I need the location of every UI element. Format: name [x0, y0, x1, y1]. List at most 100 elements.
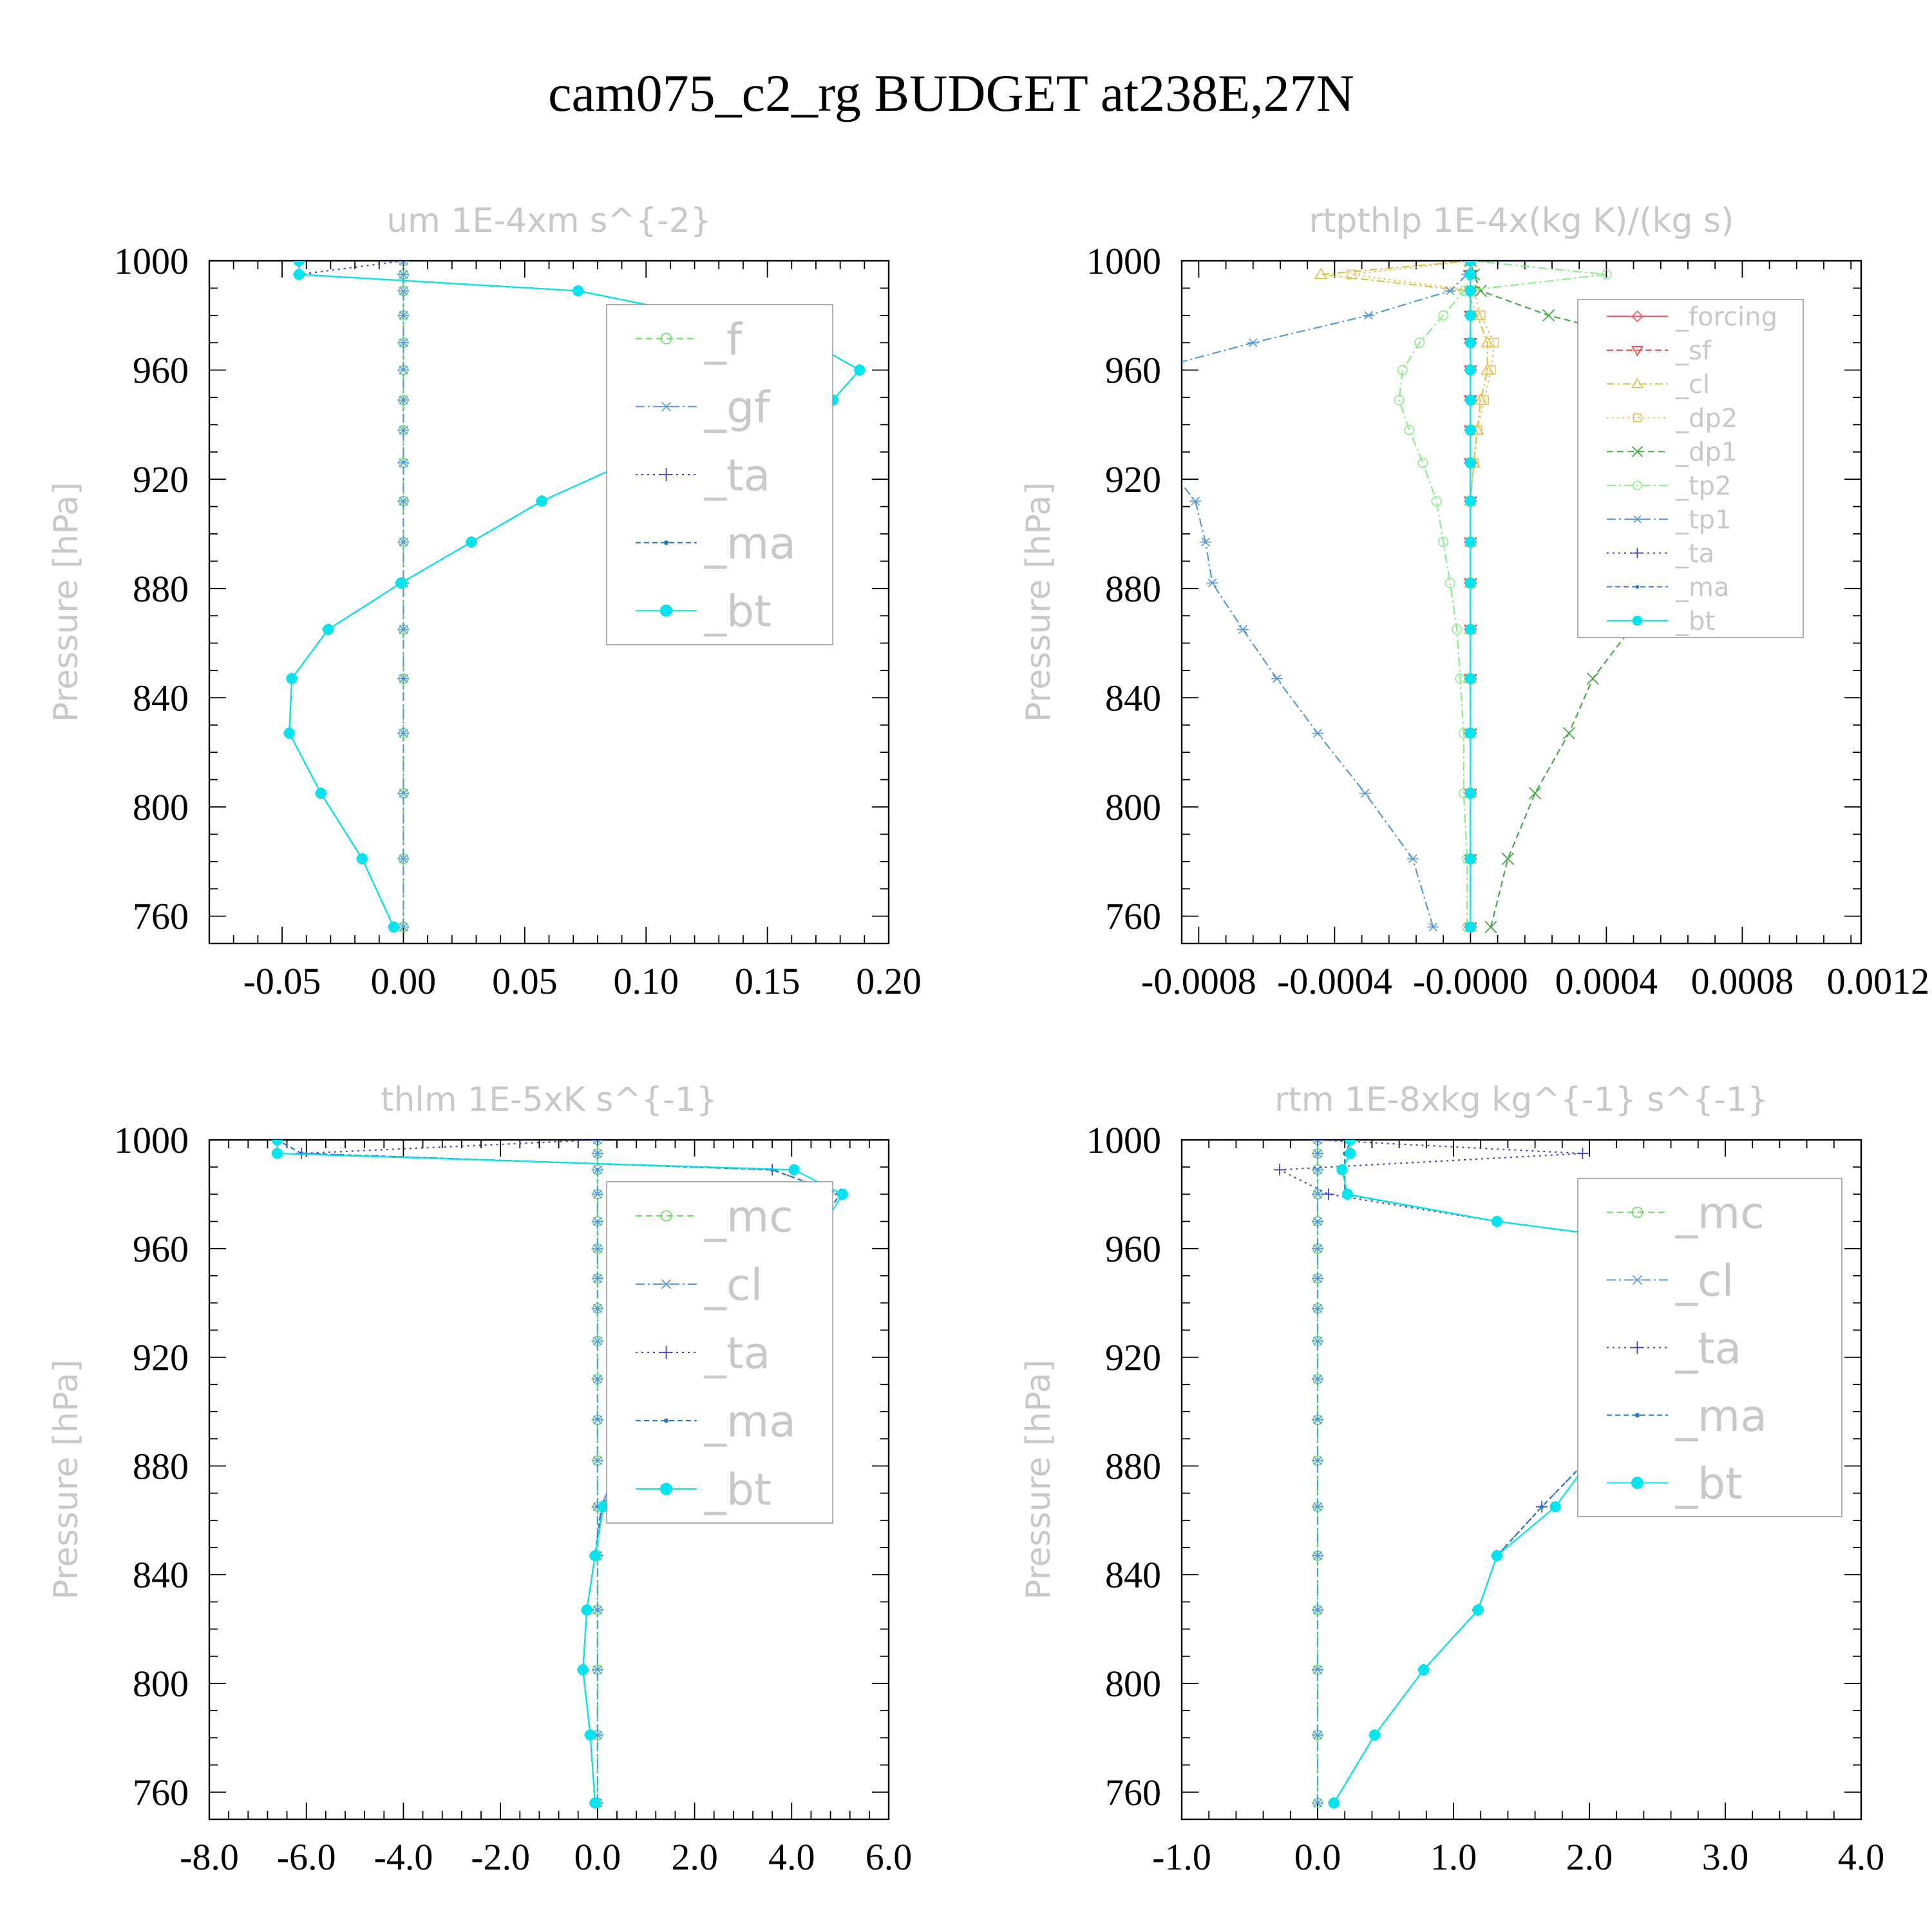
- data-point: [323, 623, 334, 636]
- data-point: [397, 310, 410, 320]
- data-point: [1438, 310, 1449, 321]
- legend-label: _forcing: [1675, 303, 1777, 332]
- y-tick-label: 840: [1105, 1554, 1161, 1596]
- data-point: [1540, 1504, 1544, 1509]
- data-point: [1363, 310, 1375, 320]
- y-tick-label: 920: [1105, 1337, 1161, 1379]
- x-tick-label: 0.05: [492, 960, 558, 1002]
- data-point: [591, 1665, 603, 1674]
- data-point: [397, 788, 410, 798]
- y-tick-label: 960: [133, 350, 189, 392]
- data-point: [1464, 261, 1476, 267]
- data-point: [1322, 1188, 1334, 1200]
- legend-item-bt: _bt: [1607, 1459, 1743, 1510]
- data-point: [591, 1274, 603, 1283]
- data-point: [271, 1140, 283, 1146]
- x-tick-label: 6.0: [866, 1836, 913, 1878]
- data-point: [1312, 1149, 1323, 1158]
- data-point: [397, 922, 410, 932]
- legend-label: _gf: [704, 383, 771, 433]
- data-point: [788, 1164, 800, 1176]
- data-point: [1328, 1797, 1340, 1809]
- y-axis-label: Pressure [hPa]: [47, 1359, 86, 1600]
- data-point: [1562, 726, 1575, 740]
- data-point: [1369, 1729, 1381, 1741]
- x-tick-label: 0.0012: [1827, 960, 1930, 1002]
- series-line: [1276, 1140, 1784, 1804]
- data-point: [1417, 1664, 1430, 1676]
- data-point: [854, 365, 866, 376]
- data-point: [1273, 1164, 1285, 1176]
- legend-item-tp1: _tp1: [1607, 506, 1732, 535]
- data-point: [591, 1140, 603, 1146]
- legend-swatch-marker: [1632, 547, 1643, 558]
- data-point: [1475, 310, 1486, 321]
- x-tick-label: 0.15: [735, 960, 800, 1002]
- legend-label: _bt: [704, 1464, 772, 1515]
- x-tick-label: -0.0004: [1277, 960, 1392, 1002]
- data-point: [1139, 426, 1150, 435]
- data-point: [1472, 1604, 1484, 1616]
- legend-label: _ma: [704, 518, 796, 569]
- data-point: [1464, 577, 1476, 589]
- data-point: [397, 261, 410, 267]
- data-point: [1271, 674, 1283, 683]
- data-point: [1438, 536, 1449, 547]
- data-point: [397, 458, 410, 468]
- data-point: [1247, 338, 1259, 348]
- data-point: [293, 261, 305, 267]
- y-tick-label: 880: [133, 1445, 189, 1487]
- data-point: [1314, 267, 1328, 279]
- legend-item-tp2: _tp2: [1607, 471, 1732, 501]
- data-point: [1236, 625, 1249, 634]
- data-point: [1474, 285, 1487, 298]
- data-point: [1464, 457, 1476, 469]
- legend-item-cl: _cl: [636, 1260, 762, 1311]
- data-point: [1206, 578, 1218, 588]
- data-point: [1549, 1501, 1561, 1513]
- data-point: [1312, 1665, 1323, 1674]
- data-point: [589, 1550, 601, 1562]
- legend-swatch-marker: [660, 332, 672, 345]
- legend-swatch-marker: [659, 468, 673, 481]
- x-tick-label: 0.00: [371, 960, 437, 1002]
- data-point: [1312, 1798, 1323, 1808]
- x-tick-label: -0.0000: [1413, 960, 1528, 1002]
- y-tick-label: 880: [133, 568, 189, 610]
- y-tick-label: 800: [1105, 1663, 1161, 1705]
- data-point: [1312, 1189, 1323, 1199]
- y-tick-label: 920: [133, 459, 189, 500]
- x-tick-label: 4.0: [768, 1836, 815, 1878]
- data-point: [1312, 1336, 1323, 1346]
- legend-label: _ta: [704, 1328, 770, 1379]
- legend-item-dp1: _dp1: [1607, 438, 1738, 468]
- data-point: [1427, 922, 1439, 932]
- panel-3: thlm 1E-5xK s^{-1} Pressure [hPa] -8.0 -6.0…: [47, 1081, 912, 1878]
- legend: _f _gf _ta _ma _bt: [606, 304, 833, 645]
- data-point: [1452, 624, 1463, 635]
- data-point: [1312, 1244, 1323, 1253]
- x-tick-label: -8.0: [180, 1836, 239, 1878]
- x-tick-label: 0.0: [1294, 1836, 1341, 1878]
- data-point: [1312, 1140, 1323, 1144]
- data-point: [1312, 1415, 1323, 1425]
- legend-item-ma: _ma: [636, 1396, 796, 1447]
- data-point: [584, 1729, 596, 1741]
- series-line: [1182, 261, 1472, 927]
- legend-swatch-marker: [659, 1279, 673, 1289]
- legend-label: _cl: [1675, 1256, 1734, 1307]
- data-point: [1464, 727, 1476, 739]
- legend-swatch-marker: [660, 1482, 672, 1495]
- legend: _mc _cl _ta _ma _bt: [1577, 1178, 1842, 1517]
- data-point: [1464, 853, 1476, 865]
- panel-title: um 1E-4xm s^{-2}: [386, 202, 712, 240]
- data-point: [536, 495, 547, 507]
- data-point: [397, 497, 410, 506]
- legend-box: [1577, 1178, 1842, 1517]
- y-tick-label: 1000: [1086, 1119, 1161, 1161]
- data-point: [1128, 396, 1140, 404]
- data-point: [397, 395, 410, 405]
- panel-1: um 1E-4xm s^{-2} Pressure [hPa] -0.05 0.00 0…: [47, 202, 922, 1002]
- series-cl: [1312, 1140, 1323, 1808]
- y-tick-label: 760: [133, 1772, 189, 1814]
